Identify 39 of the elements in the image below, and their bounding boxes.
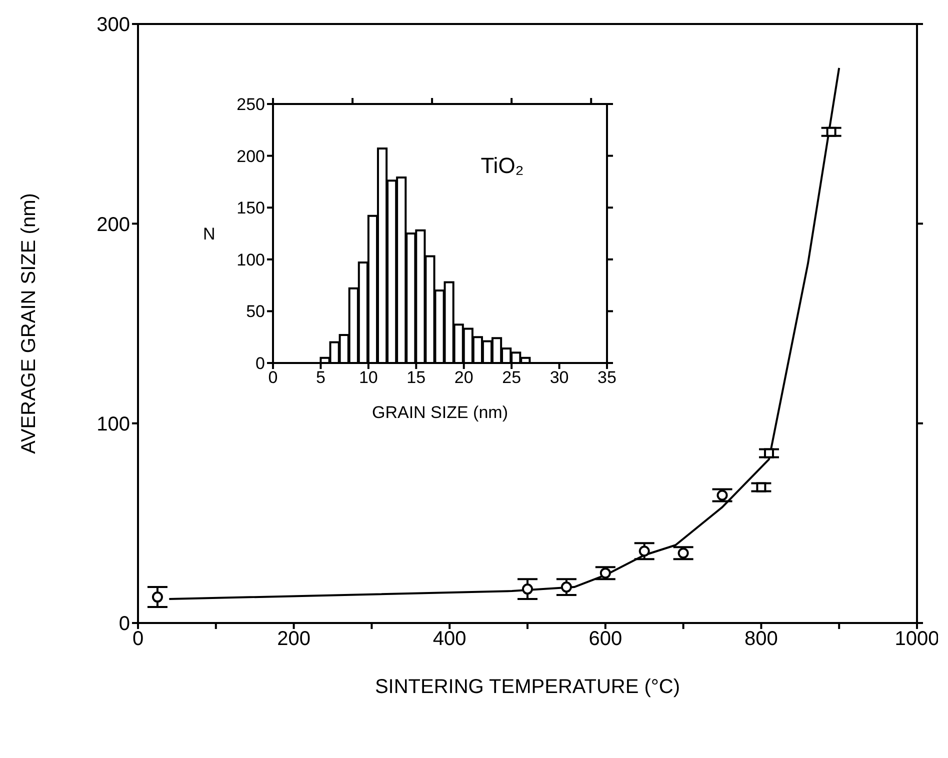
- y-tick-label: 300: [96, 14, 130, 36]
- y-tick-label: 200: [236, 146, 265, 166]
- x-tick-label: 800: [744, 628, 778, 650]
- y-axis-title: N: [203, 224, 216, 244]
- x-axis-title: SINTERING TEMPERATURE (°C): [374, 676, 680, 698]
- annotation: TiO₂: [480, 153, 524, 178]
- x-axis-title: GRAIN SIZE (nm): [372, 403, 508, 422]
- point: [764, 448, 774, 458]
- x-tick-label: 600: [588, 628, 622, 650]
- y-tick-label: 100: [96, 413, 130, 436]
- point: [716, 490, 728, 501]
- y-tick-label: 50: [246, 302, 265, 322]
- y-tick-label: 100: [236, 250, 265, 270]
- x-tick-label: 200: [277, 628, 310, 650]
- point: [600, 568, 611, 579]
- point: [638, 546, 650, 557]
- x-tick-label: 0: [268, 368, 278, 388]
- point: [678, 548, 689, 559]
- y-tick-label: 250: [236, 95, 265, 114]
- x-tick-label: 35: [598, 368, 616, 388]
- x-tick-label: 0: [132, 628, 144, 650]
- y-tick-label: 0: [256, 354, 265, 374]
- point: [522, 584, 534, 595]
- x-tick-label: 10: [358, 368, 378, 388]
- y-tick-label: 200: [96, 214, 130, 236]
- x-tick-label: 30: [550, 368, 569, 388]
- point: [152, 592, 163, 603]
- point: [756, 482, 766, 492]
- point: [560, 582, 572, 593]
- y-axis-title: AVERAGE GRAIN SIZE (nm): [18, 193, 40, 454]
- x-tick-label: 25: [502, 368, 522, 388]
- y-tick-label: 150: [236, 198, 265, 218]
- x-tick-label: 5: [316, 368, 326, 388]
- line-series: [168, 66, 840, 600]
- point: [826, 126, 836, 137]
- y-tick-label: 0: [118, 613, 130, 636]
- x-tick-label: 20: [454, 368, 474, 388]
- x-tick-label: 400: [432, 628, 466, 650]
- x-tick-label: 15: [406, 368, 426, 388]
